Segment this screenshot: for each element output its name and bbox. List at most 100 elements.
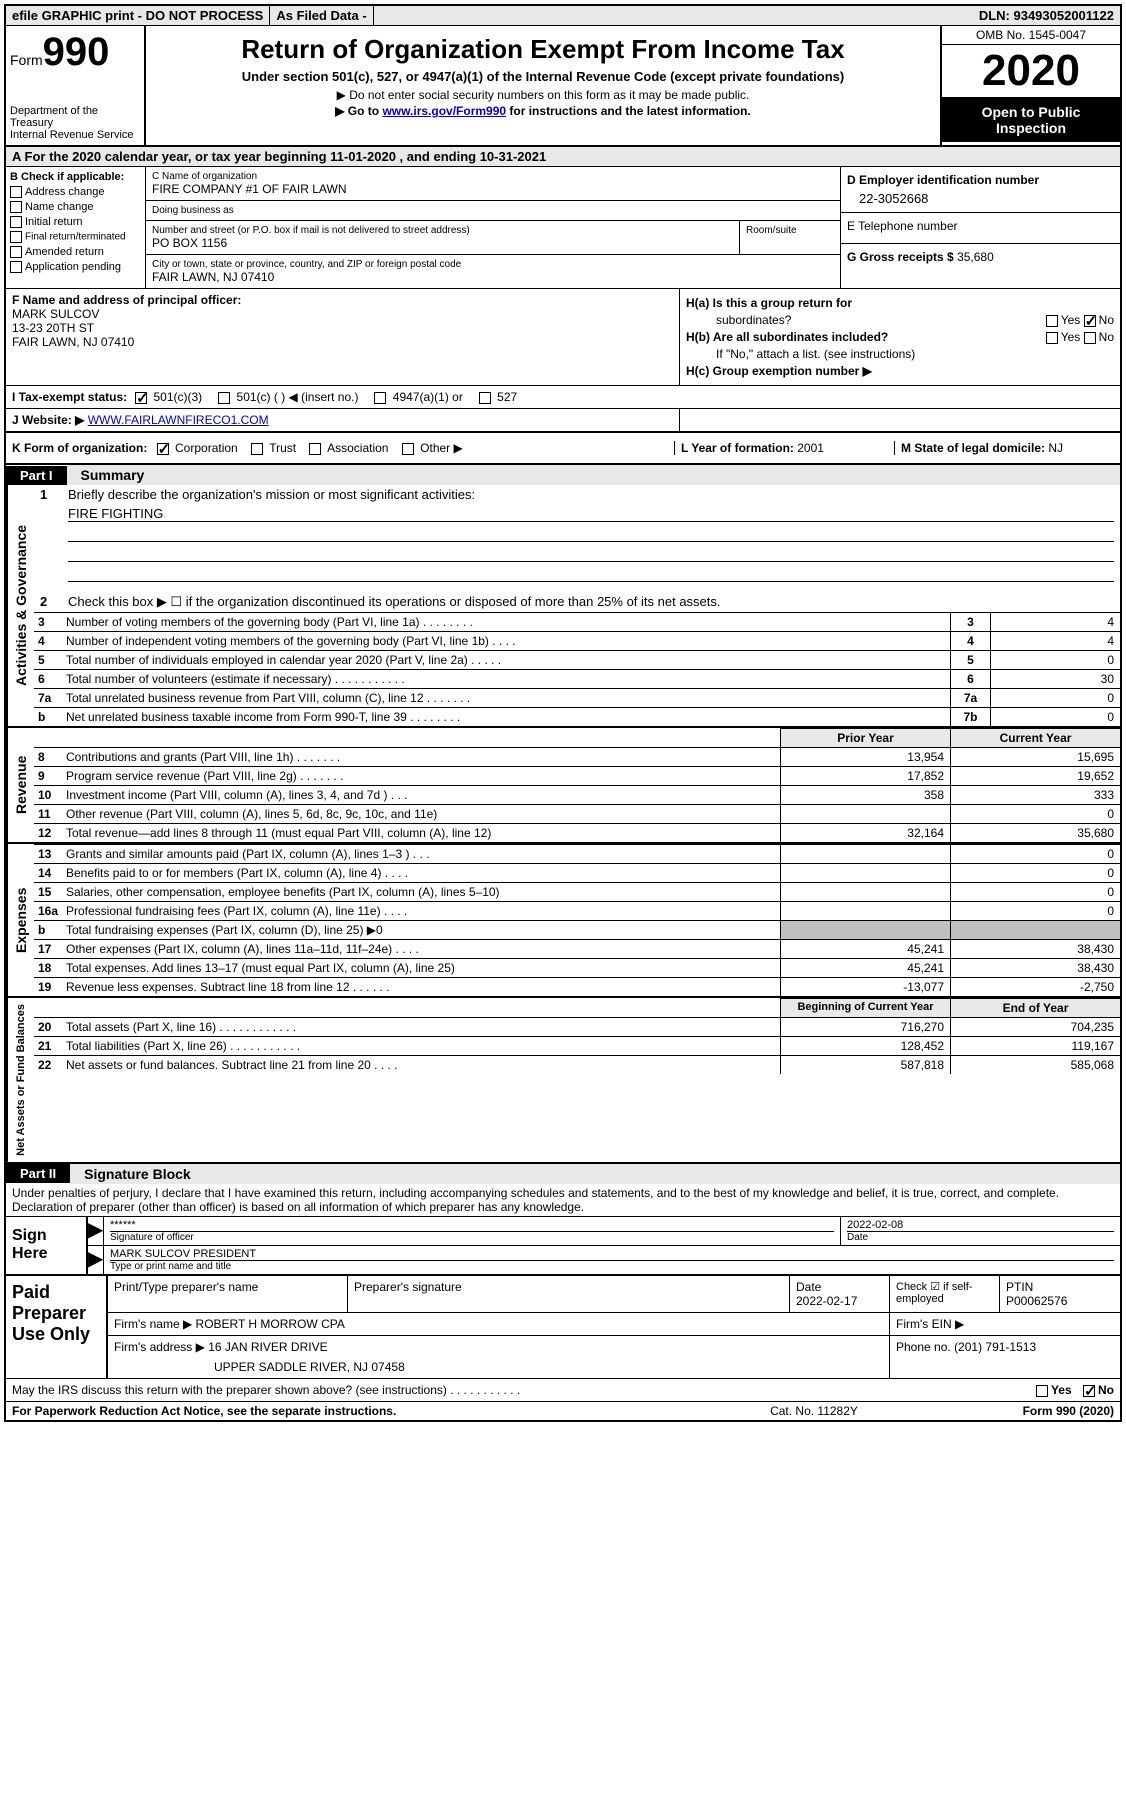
- dba-cell: Doing business as: [146, 201, 840, 221]
- hb-yes[interactable]: [1046, 332, 1058, 344]
- section-fh: F Name and address of principal officer:…: [6, 289, 1120, 386]
- sig-date-label: Date: [847, 1231, 1114, 1243]
- print-name-label: Type or print name and title: [110, 1260, 1114, 1272]
- street-value: PO BOX 1156: [152, 236, 733, 250]
- form-number: 990: [43, 30, 110, 74]
- form-subtitle-2: ▶ Do not enter social security numbers o…: [156, 88, 930, 102]
- top-bar: efile GRAPHIC print - DO NOT PROCESS As …: [6, 6, 1120, 26]
- chk-4947[interactable]: [374, 392, 386, 404]
- form-prefix: Form: [10, 52, 43, 68]
- chk-501c[interactable]: [218, 392, 230, 404]
- chk-527[interactable]: [479, 392, 491, 404]
- officer-name: MARK SULCOV: [12, 307, 673, 321]
- ha-no[interactable]: [1084, 315, 1096, 327]
- part-1-title: Summary: [67, 465, 1120, 485]
- box-b: B Check if applicable: Address change Na…: [6, 167, 146, 288]
- header-left: Form990 Department of the Treasury Inter…: [6, 26, 146, 145]
- header-center: Return of Organization Exempt From Incom…: [146, 26, 940, 145]
- form-subtitle-1: Under section 501(c), 527, or 4947(a)(1)…: [156, 69, 930, 84]
- box-g: G Gross receipts $ 35,680: [841, 244, 1120, 270]
- activities-governance-section: Activities & Governance 1Briefly describ…: [6, 485, 1120, 728]
- discuss-no[interactable]: [1083, 1385, 1095, 1397]
- box-h: H(a) Is this a group return for subordin…: [680, 289, 1120, 385]
- ptin-value: P00062576: [1006, 1294, 1067, 1308]
- irs-link[interactable]: www.irs.gov/Form990: [382, 104, 506, 118]
- end-year-header: End of Year: [950, 998, 1120, 1017]
- prior-year-header: Prior Year: [780, 728, 950, 747]
- signature-stars: ******: [110, 1219, 834, 1231]
- gross-receipts-label: G Gross receipts $: [847, 250, 957, 264]
- summary-line-19: 19Revenue less expenses. Subtract line 1…: [34, 977, 1120, 996]
- box-d: D Employer identification number 22-3052…: [841, 167, 1120, 213]
- efile-notice: efile GRAPHIC print - DO NOT PROCESS: [6, 6, 270, 25]
- street-row: Number and street (or P.O. box if mail i…: [146, 221, 840, 255]
- signature-label: Signature of officer: [110, 1231, 834, 1243]
- chk-corp[interactable]: [157, 443, 169, 455]
- part-2-title: Signature Block: [70, 1164, 1120, 1184]
- chk-application-pending[interactable]: Application pending: [10, 261, 141, 273]
- summary-line-16a: 16aProfessional fundraising fees (Part I…: [34, 901, 1120, 920]
- org-name: FIRE COMPANY #1 OF FAIR LAWN: [152, 182, 834, 196]
- city-label: City or town, state or province, country…: [152, 259, 834, 270]
- chk-address-change[interactable]: Address change: [10, 186, 141, 198]
- chk-assoc[interactable]: [309, 443, 321, 455]
- chk-501c3[interactable]: [135, 392, 147, 404]
- part-1-label: Part I: [6, 466, 67, 485]
- hb-no[interactable]: [1084, 332, 1096, 344]
- chk-other[interactable]: [402, 443, 414, 455]
- dln: DLN: 93493052001122: [973, 6, 1120, 25]
- part-2-label: Part II: [6, 1164, 70, 1183]
- summary-line-4: 4Number of independent voting members of…: [34, 631, 1120, 650]
- chk-amended-return[interactable]: Amended return: [10, 246, 141, 258]
- current-year-header: Current Year: [950, 728, 1120, 747]
- summary-line-22: 22Net assets or fund balances. Subtract …: [34, 1055, 1120, 1074]
- ein-value: 22-3052668: [847, 191, 1114, 206]
- catalog-number: Cat. No. 11282Y: [714, 1404, 914, 1418]
- firm-addr1: 16 JAN RIVER DRIVE: [208, 1340, 327, 1354]
- omb-number: OMB No. 1545-0047: [942, 26, 1120, 45]
- summary-line-20: 20Total assets (Part X, line 16) . . . .…: [34, 1017, 1120, 1036]
- section-bcd: B Check if applicable: Address change Na…: [6, 167, 1120, 289]
- ha-yes[interactable]: [1046, 315, 1058, 327]
- preparer-sig-header: Preparer's signature: [348, 1276, 790, 1312]
- paperwork-notice: For Paperwork Reduction Act Notice, see …: [12, 1404, 714, 1418]
- self-employed-check[interactable]: Check ☑ if self-employed: [890, 1276, 1000, 1312]
- summary-line-12: 12Total revenue—add lines 8 through 11 (…: [34, 823, 1120, 842]
- chk-name-change[interactable]: Name change: [10, 201, 141, 213]
- preparer-date: 2022-02-17: [796, 1294, 857, 1308]
- officer-city: FAIR LAWN, NJ 07410: [12, 335, 673, 349]
- summary-line-17: 17Other expenses (Part IX, column (A), l…: [34, 939, 1120, 958]
- bcy-eoy-header: Beginning of Current Year End of Year: [34, 998, 1120, 1017]
- form-subtitle-3: ▶ Go to www.irs.gov/Form990 for instruct…: [156, 104, 930, 118]
- summary-line-3: 3Number of voting members of the governi…: [34, 612, 1120, 631]
- summary-line-21: 21Total liabilities (Part X, line 26) . …: [34, 1036, 1120, 1055]
- firm-ein-label: Firm's EIN ▶: [890, 1313, 1120, 1335]
- form-reference: Form 990 (2020): [914, 1404, 1114, 1418]
- gross-receipts-value: 35,680: [957, 250, 994, 264]
- website-link[interactable]: WWW.FAIRLAWNFIRECO1.COM: [88, 413, 269, 427]
- chk-initial-return[interactable]: Initial return: [10, 216, 141, 228]
- mission-text: FIRE FIGHTING: [68, 506, 1114, 522]
- footer-row: For Paperwork Reduction Act Notice, see …: [6, 1401, 1120, 1420]
- row-i: I Tax-exempt status: 501(c)(3) 501(c) ( …: [6, 386, 1120, 409]
- summary-line-5: 5Total number of individuals employed in…: [34, 650, 1120, 669]
- discuss-yes[interactable]: [1036, 1385, 1048, 1397]
- room-label: Room/suite: [740, 221, 840, 254]
- perjury-declaration: Under penalties of perjury, I declare th…: [6, 1184, 1120, 1216]
- summary-line-10: 10Investment income (Part VIII, column (…: [34, 785, 1120, 804]
- chk-trust[interactable]: [251, 443, 263, 455]
- row-k: K Form of organization: Corporation Trus…: [6, 433, 1120, 465]
- dept-treasury: Department of the Treasury: [10, 105, 140, 129]
- expenses-label: Expenses: [6, 844, 34, 996]
- summary-line-15: 15Salaries, other compensation, employee…: [34, 882, 1120, 901]
- city-value: FAIR LAWN, NJ 07410: [152, 270, 834, 284]
- prior-current-header: Prior Year Current Year: [34, 728, 1120, 747]
- activities-governance-label: Activities & Governance: [6, 485, 34, 726]
- part-1-header: Part I Summary: [6, 465, 1120, 485]
- summary-line-14: 14Benefits paid to or for members (Part …: [34, 863, 1120, 882]
- name-arrow-icon: ▶: [88, 1246, 104, 1274]
- beginning-year-header: Beginning of Current Year: [780, 998, 950, 1017]
- sign-here-row: Sign Here ▶ ****** Signature of officer …: [6, 1216, 1120, 1274]
- header-right: OMB No. 1545-0047 2020 Open to Public In…: [940, 26, 1120, 145]
- chk-final-return[interactable]: Final return/terminated: [10, 231, 141, 243]
